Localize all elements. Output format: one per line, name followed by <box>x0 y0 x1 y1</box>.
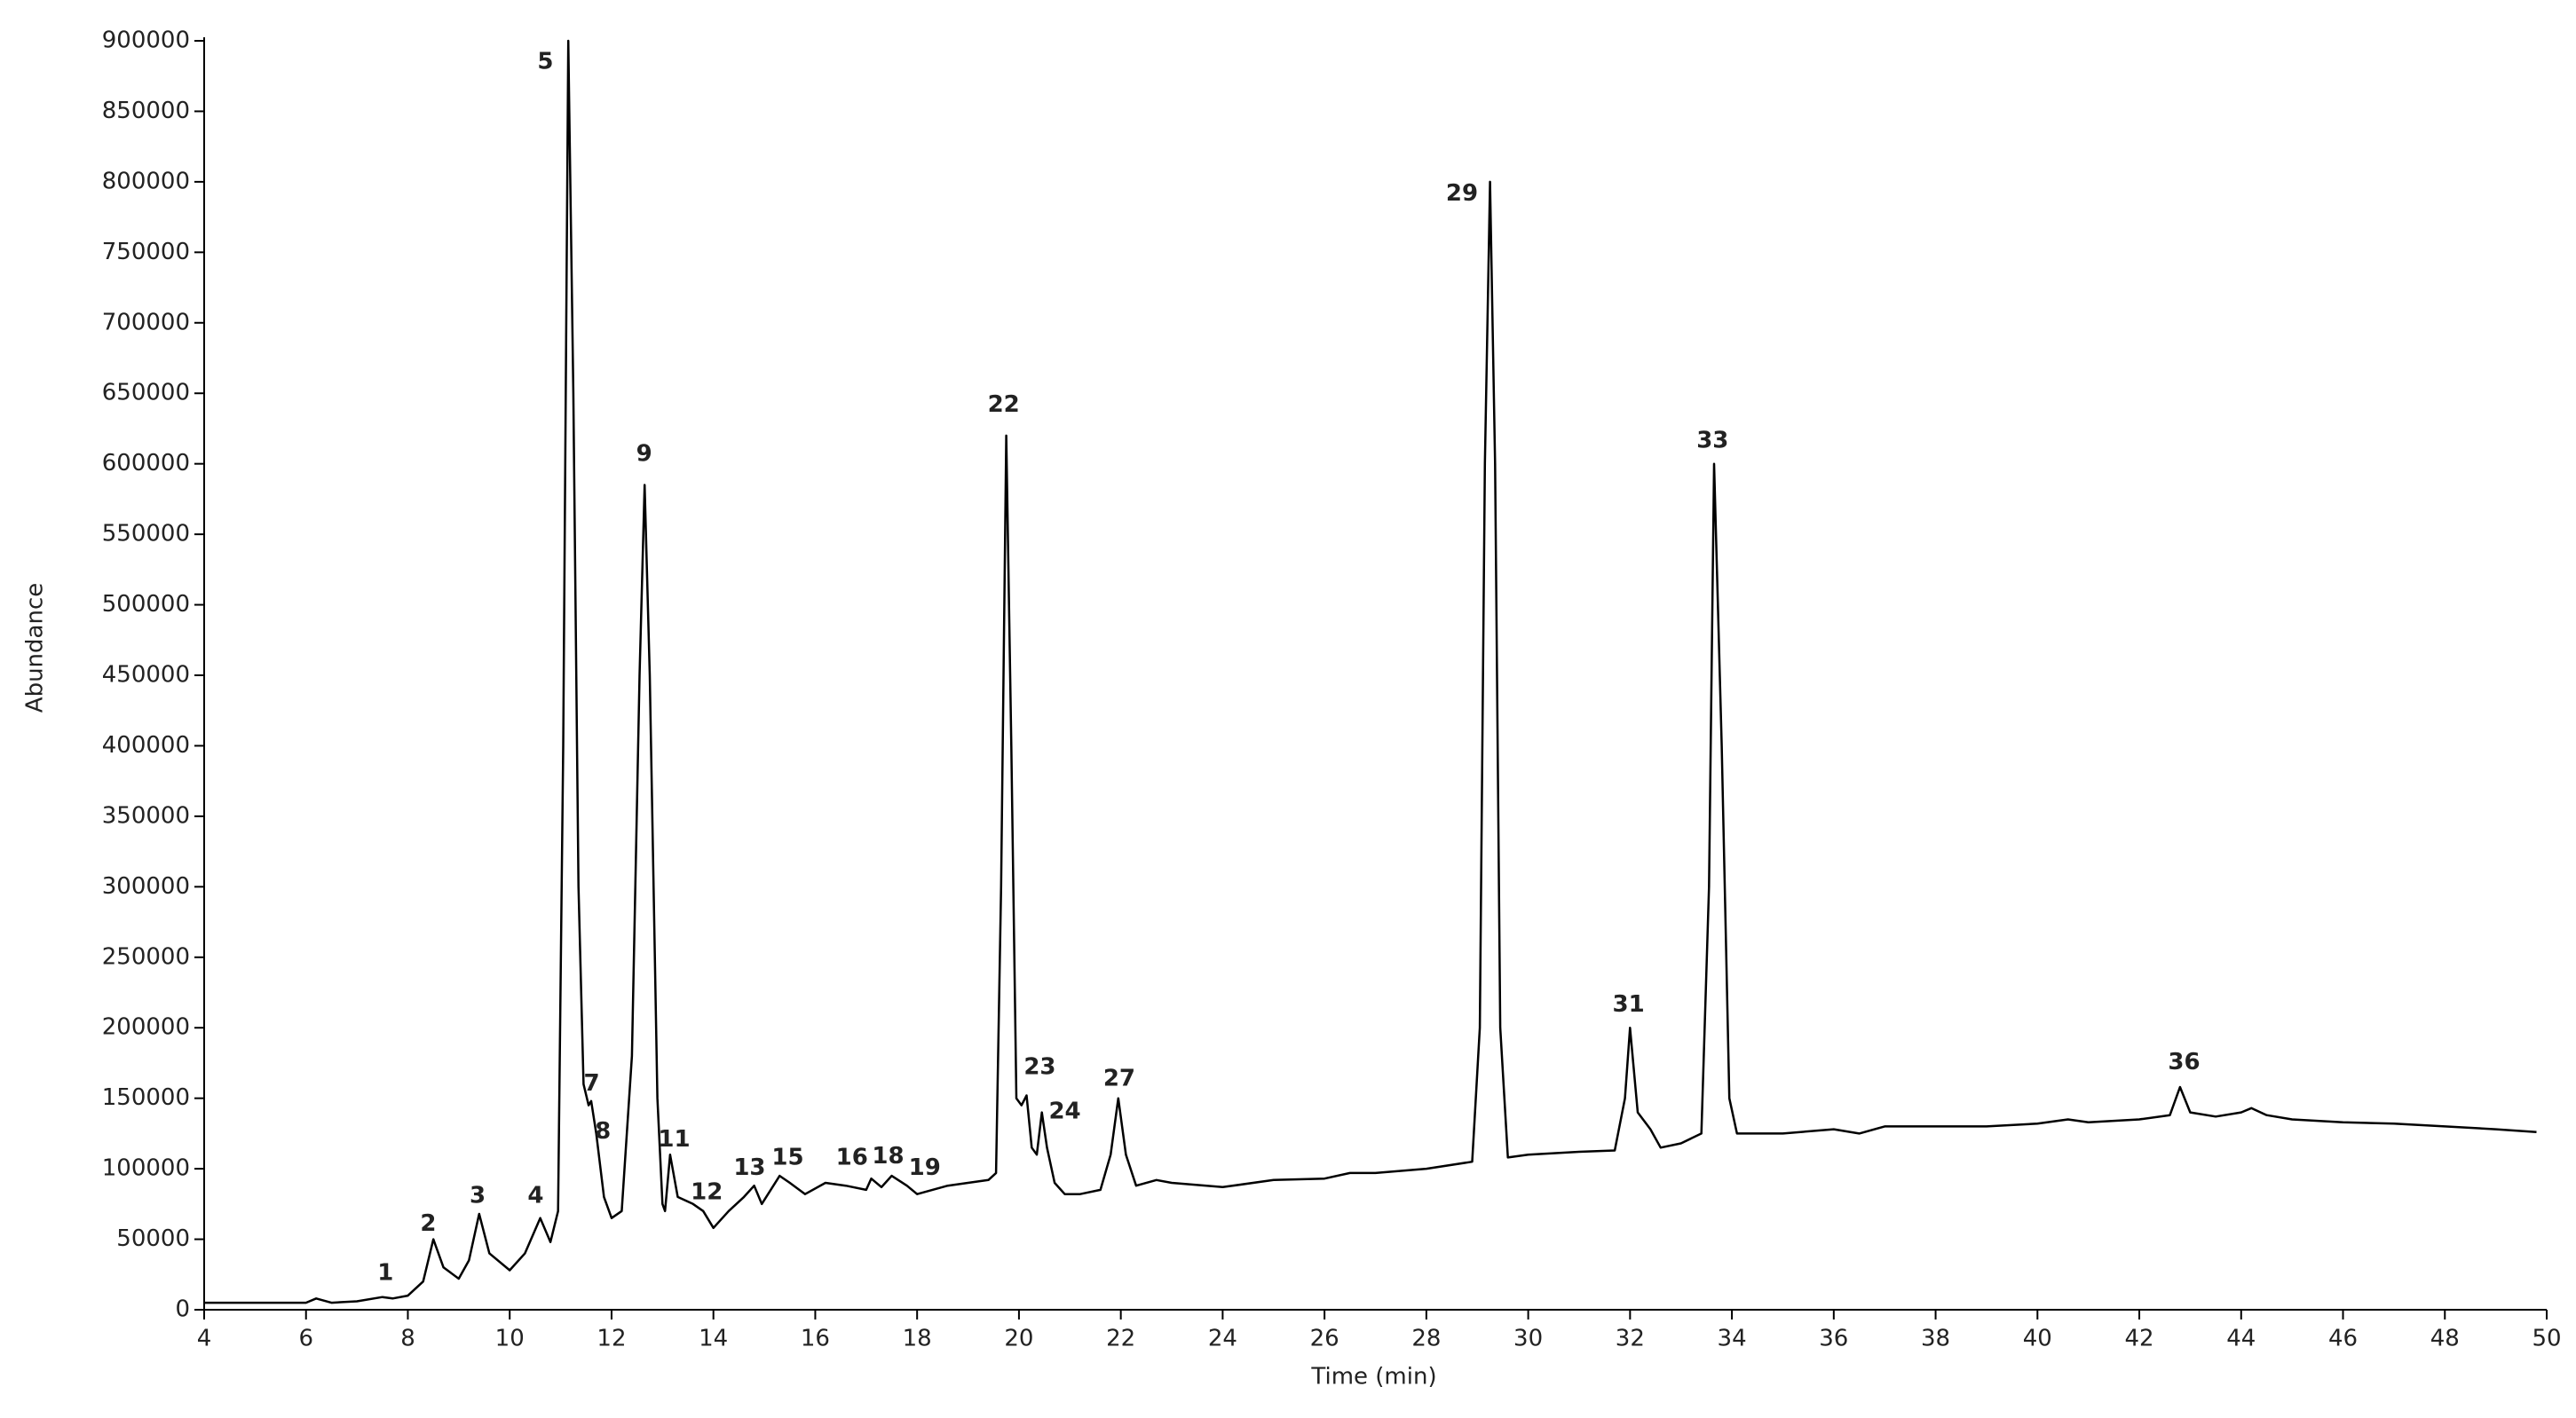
x-tick-label: 18 <box>903 1326 932 1352</box>
y-tick-label: 650000 <box>102 380 190 406</box>
x-tick-label: 50 <box>2532 1326 2561 1352</box>
x-tick-label: 28 <box>1411 1326 1441 1352</box>
peak-label: 2 <box>420 1210 436 1237</box>
y-tick-label: 100000 <box>102 1155 190 1182</box>
peak-label: 23 <box>1023 1054 1055 1081</box>
y-tick-label: 400000 <box>102 732 190 759</box>
peak-label: 19 <box>909 1154 941 1181</box>
peak-label: 15 <box>771 1145 803 1171</box>
x-tick-label: 34 <box>1718 1326 1747 1352</box>
peak-label: 36 <box>2168 1049 2200 1075</box>
x-tick-label: 44 <box>2226 1326 2256 1352</box>
peak-label: 27 <box>1103 1066 1135 1092</box>
peak-label: 33 <box>1696 428 1728 454</box>
x-tick-label: 24 <box>1208 1326 1237 1352</box>
x-tick-label: 22 <box>1106 1326 1135 1352</box>
x-tick-label: 12 <box>597 1326 626 1352</box>
trace <box>204 39 2537 1304</box>
peak-label: 7 <box>584 1070 600 1097</box>
x-tick-label: 32 <box>1616 1326 1645 1352</box>
peak-label: 18 <box>872 1143 904 1170</box>
y-tick-label: 200000 <box>102 1014 190 1041</box>
y-tick-label: 450000 <box>102 662 190 689</box>
x-tick-label: 42 <box>2124 1326 2153 1352</box>
x-axis-label: Time (min) <box>1310 1364 1436 1390</box>
y-tick-label: 900000 <box>102 28 190 54</box>
peak-label: 29 <box>1446 180 1478 207</box>
y-tick-label: 300000 <box>102 873 190 900</box>
x-tick-label: 6 <box>298 1326 313 1352</box>
x-tick-label: 20 <box>1004 1326 1033 1352</box>
y-tick-label: 50000 <box>116 1225 190 1252</box>
peak-label: 24 <box>1048 1099 1080 1125</box>
y-tick-label: 150000 <box>102 1084 190 1111</box>
y-tick-label: 350000 <box>102 802 190 829</box>
x-tick-label: 36 <box>1819 1326 1848 1352</box>
x-tick-label: 16 <box>801 1326 830 1352</box>
y-tick-label: 600000 <box>102 450 190 477</box>
y-tick-label: 250000 <box>102 943 190 970</box>
peak-label: 8 <box>595 1118 611 1145</box>
x-tick-label: 26 <box>1310 1326 1339 1352</box>
x-tick-label: 38 <box>1921 1326 1950 1352</box>
peak-label: 16 <box>836 1145 868 1171</box>
y-tick-label: 700000 <box>102 309 190 335</box>
y-axis-label: Abundance <box>22 583 49 713</box>
y-tick-label: 0 <box>175 1296 190 1323</box>
x-tick-label: 48 <box>2430 1326 2460 1352</box>
y-tick-label: 500000 <box>102 591 190 618</box>
x-tick-label: 14 <box>699 1326 728 1352</box>
peak-label: 31 <box>1613 991 1645 1018</box>
x-tick-label: 10 <box>495 1326 525 1352</box>
x-tick-label: 46 <box>2328 1326 2358 1352</box>
x-tick-label: 4 <box>197 1326 212 1352</box>
peak-label: 11 <box>658 1126 690 1153</box>
y-tick-label: 800000 <box>102 168 190 194</box>
peak-label: 1 <box>377 1260 393 1287</box>
peak-label: 12 <box>691 1179 723 1206</box>
x-tick-label: 8 <box>400 1326 415 1352</box>
peak-label: 3 <box>470 1182 486 1209</box>
x-tick-label: 30 <box>1513 1326 1543 1352</box>
peak-label: 4 <box>527 1182 543 1209</box>
peak-label: 9 <box>636 441 652 468</box>
y-tick-label: 750000 <box>102 239 190 265</box>
y-tick-label: 850000 <box>102 98 190 124</box>
peak-label: 22 <box>988 391 1020 418</box>
peak-label: 5 <box>537 49 553 75</box>
y-tick-label: 550000 <box>102 521 190 548</box>
peak-label: 13 <box>733 1154 765 1181</box>
x-tick-label: 40 <box>2023 1326 2052 1352</box>
